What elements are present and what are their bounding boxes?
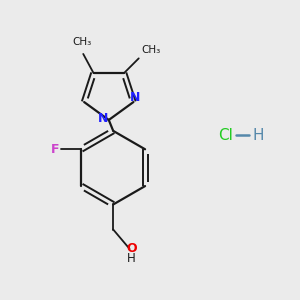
Text: H: H (253, 128, 264, 143)
Text: Cl: Cl (218, 128, 232, 143)
Text: N: N (98, 112, 109, 125)
Text: O: O (126, 242, 137, 255)
Text: CH₃: CH₃ (72, 38, 92, 47)
Text: N: N (130, 92, 140, 104)
Text: H: H (128, 252, 136, 266)
Text: CH₃: CH₃ (141, 45, 160, 55)
Text: F: F (51, 143, 60, 156)
